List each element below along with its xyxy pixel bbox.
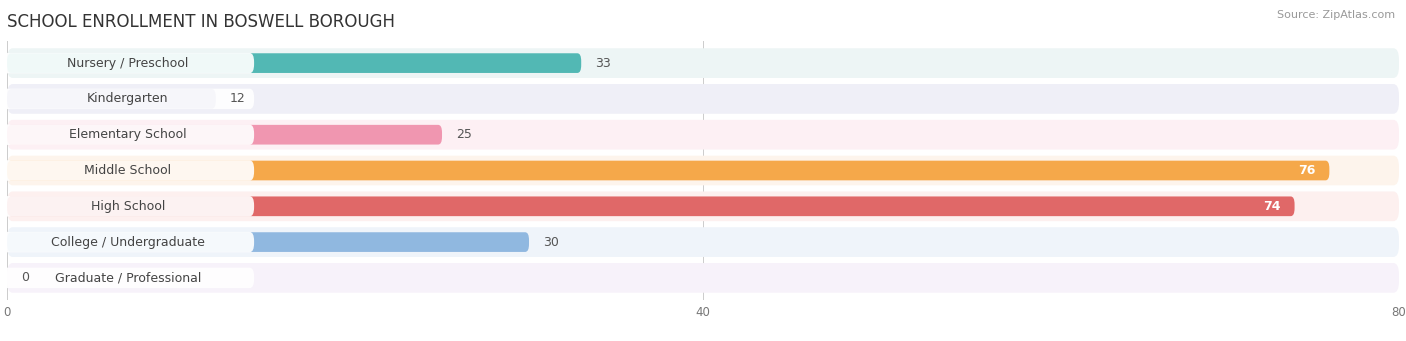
Text: Graduate / Professional: Graduate / Professional [55,271,201,284]
Text: Nursery / Preschool: Nursery / Preschool [67,57,188,70]
Text: 74: 74 [1263,200,1281,213]
FancyBboxPatch shape [7,89,217,109]
FancyBboxPatch shape [1,196,254,217]
FancyBboxPatch shape [7,191,1399,221]
FancyBboxPatch shape [7,161,1330,180]
FancyBboxPatch shape [1,160,254,181]
FancyBboxPatch shape [7,263,1399,293]
FancyBboxPatch shape [7,196,1295,216]
FancyBboxPatch shape [7,84,1399,114]
FancyBboxPatch shape [7,53,581,73]
Text: 0: 0 [21,271,30,284]
Text: Middle School: Middle School [84,164,172,177]
Text: 12: 12 [229,92,246,105]
Text: 25: 25 [456,128,472,141]
FancyBboxPatch shape [1,268,254,288]
Text: College / Undergraduate: College / Undergraduate [51,236,205,249]
Text: Elementary School: Elementary School [69,128,187,141]
FancyBboxPatch shape [7,155,1399,186]
FancyBboxPatch shape [7,125,441,145]
Text: 30: 30 [543,236,558,249]
FancyBboxPatch shape [1,232,254,252]
FancyBboxPatch shape [7,227,1399,257]
Text: SCHOOL ENROLLMENT IN BOSWELL BOROUGH: SCHOOL ENROLLMENT IN BOSWELL BOROUGH [7,13,395,31]
FancyBboxPatch shape [7,120,1399,150]
Text: 33: 33 [595,57,610,70]
Text: High School: High School [91,200,165,213]
Text: 76: 76 [1298,164,1316,177]
FancyBboxPatch shape [7,48,1399,78]
Text: Source: ZipAtlas.com: Source: ZipAtlas.com [1277,10,1395,20]
FancyBboxPatch shape [1,53,254,73]
FancyBboxPatch shape [1,124,254,145]
FancyBboxPatch shape [1,89,254,109]
Text: Kindergarten: Kindergarten [87,92,169,105]
FancyBboxPatch shape [7,232,529,252]
